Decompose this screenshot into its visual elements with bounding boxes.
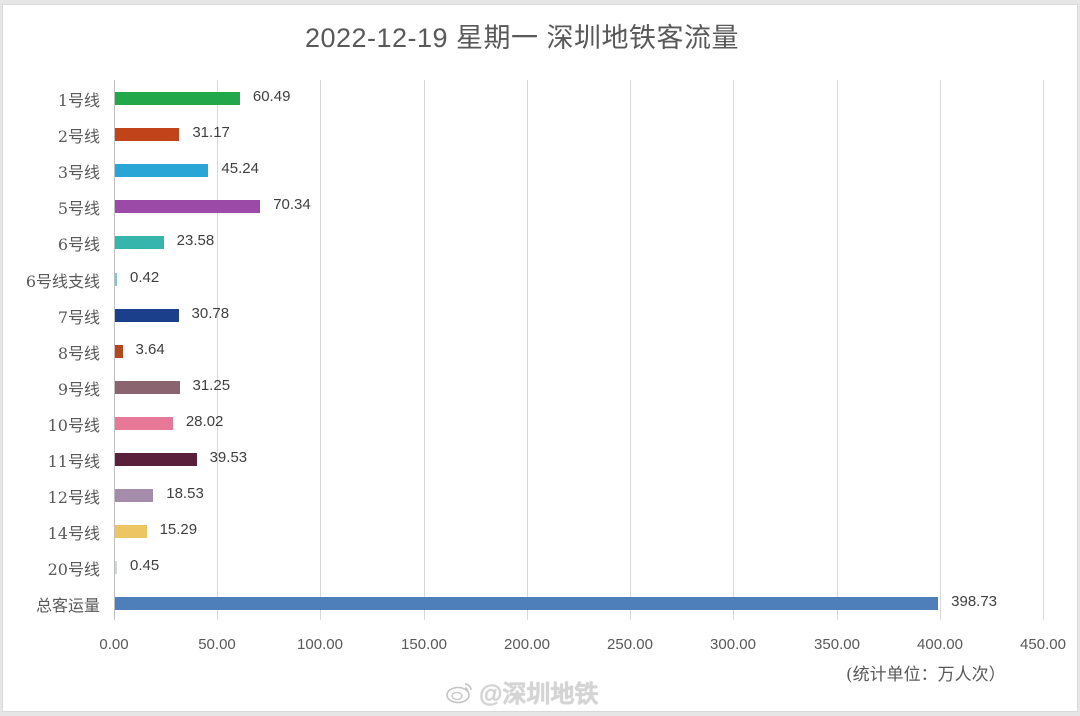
data-label: 28.02 [185, 412, 224, 430]
bar [115, 525, 147, 539]
weibo-icon [446, 682, 472, 703]
x-tick-label: 0.00 [99, 636, 129, 653]
category-label: 14号线 [47, 524, 100, 544]
data-label: 31.17 [192, 124, 230, 142]
category-label: 3号线 [57, 163, 100, 183]
gridline [320, 80, 321, 620]
watermark-text: @深圳地铁 [479, 681, 599, 708]
x-tick-label: 250.00 [607, 636, 653, 653]
data-label: 3.64 [135, 340, 165, 358]
gridline [114, 80, 115, 620]
data-label: 60.49 [252, 88, 291, 105]
data-label: 18.53 [166, 485, 204, 503]
category-label: 20号线 [47, 560, 100, 580]
gridline [424, 80, 425, 620]
category-label: 6号线支线 [25, 271, 100, 291]
bar [115, 128, 180, 142]
bar [115, 561, 117, 575]
data-label: 31.25 [192, 376, 231, 394]
bar [115, 344, 123, 358]
bar [115, 164, 209, 178]
data-label: 23.58 [176, 232, 215, 250]
category-label: 7号线 [57, 307, 100, 327]
bar [115, 453, 197, 466]
data-label: 70.34 [273, 196, 311, 214]
unit-label: (统计单位：万人次） [846, 665, 1006, 685]
bar [115, 200, 261, 214]
x-tick-label: 50.00 [198, 636, 236, 653]
category-label: 11号线 [47, 452, 100, 471]
category-label: 8号线 [57, 343, 100, 363]
x-tick-label: 400.00 [917, 636, 963, 653]
data-label: 39.53 [209, 449, 248, 466]
bar [115, 416, 173, 430]
x-tick-label: 150.00 [401, 636, 447, 653]
category-label: 2号线 [57, 127, 100, 147]
x-tick-label: 350.00 [814, 636, 860, 653]
gridline [837, 80, 838, 620]
weibo-watermark: @深圳地铁 [445, 674, 598, 709]
data-label: 45.24 [221, 160, 259, 178]
x-tick-label: 200.00 [504, 636, 550, 653]
bar [115, 272, 117, 286]
gridline [630, 80, 631, 620]
category-label: 1号线 [57, 91, 100, 110]
data-label: 0.45 [130, 557, 160, 575]
bar [115, 380, 180, 394]
category-label: 10号线 [47, 415, 100, 435]
gridline [733, 80, 734, 620]
x-tick-label: 450.00 [1020, 636, 1066, 653]
gridline [217, 80, 218, 620]
data-label: 15.29 [159, 521, 198, 539]
bar [115, 236, 164, 250]
category-label: 9号线 [57, 379, 100, 399]
chart-frame [2, 4, 1078, 712]
gridline [1043, 80, 1044, 620]
data-label: 398.73 [951, 593, 998, 611]
category-label: 总客运量 [35, 596, 100, 616]
category-label: 6号线 [57, 235, 100, 255]
data-label: 0.42 [130, 268, 160, 286]
category-label: 12号线 [47, 488, 100, 508]
chart-title: 2022-12-19 星期一 深圳地铁客流量 [304, 23, 740, 53]
bar [115, 92, 240, 105]
bar [115, 308, 179, 322]
x-tick-label: 100.00 [297, 636, 343, 653]
category-label: 5号线 [57, 199, 100, 219]
bar [115, 489, 154, 503]
data-label: 30.78 [191, 304, 230, 322]
x-tick-label: 300.00 [710, 636, 756, 653]
gridline [940, 80, 941, 620]
gridline [527, 80, 528, 620]
bar [115, 597, 939, 611]
